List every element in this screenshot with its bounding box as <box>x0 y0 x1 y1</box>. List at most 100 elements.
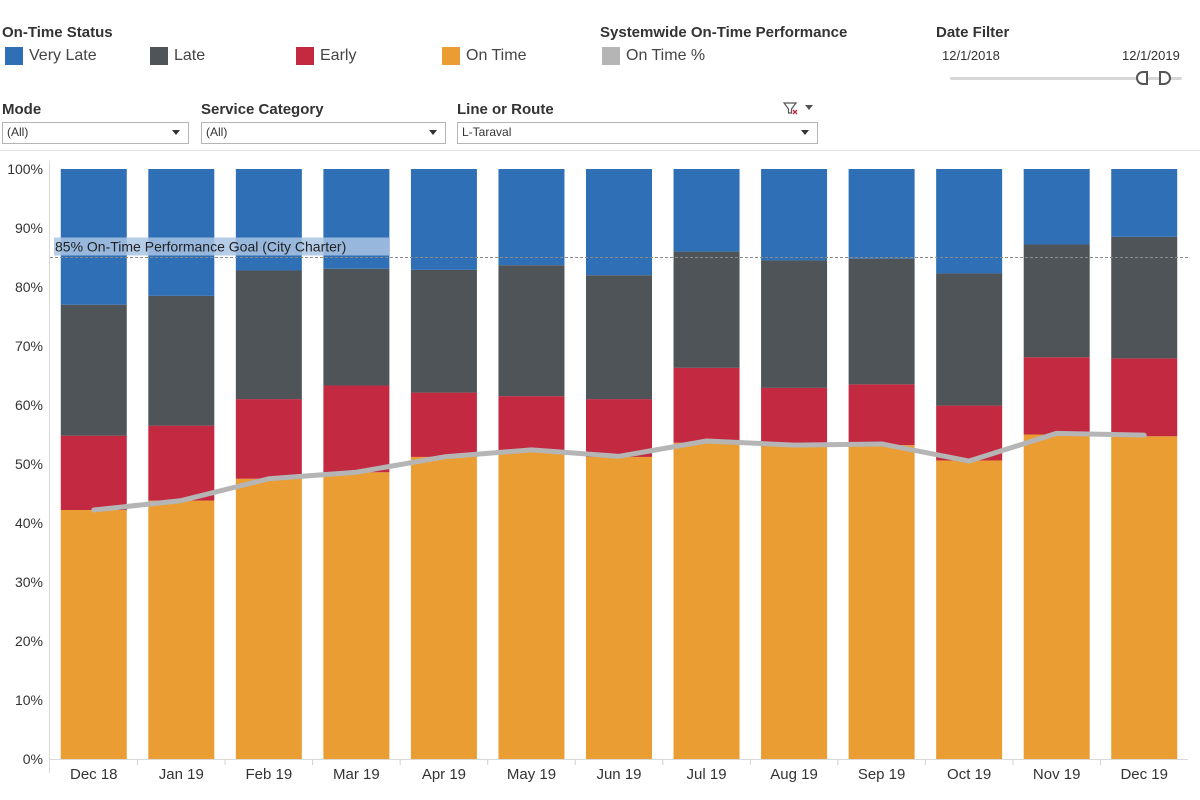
y-tick-label: 50% <box>15 456 43 472</box>
service-category-filter-label: Service Category <box>201 101 324 118</box>
bar-early <box>761 387 828 447</box>
mode-select[interactable]: (All) <box>2 122 189 144</box>
bar-very-late <box>936 169 1003 274</box>
bar-early <box>323 385 390 473</box>
goal-label: 85% On-Time Performance Goal (City Chart… <box>55 239 346 255</box>
legend-item-on-time-pct[interactable]: On Time % <box>602 47 705 65</box>
x-tick-label: Apr 19 <box>422 766 466 783</box>
y-tick-label: 100% <box>7 161 43 177</box>
chevron-down-icon <box>429 130 437 135</box>
x-tick-label: Sep 19 <box>858 766 906 783</box>
chevron-down-icon <box>801 130 809 135</box>
goal-label-highlight <box>54 237 390 256</box>
line-route-filter-label: Line or Route <box>457 101 554 118</box>
bar-early <box>673 367 740 443</box>
bar-on-time <box>498 451 565 759</box>
on-time-pct-line <box>91 430 1147 513</box>
bar-late <box>60 304 127 436</box>
clear-filter-icon[interactable] <box>782 101 815 115</box>
line-route-select[interactable]: L-Taraval <box>457 122 818 144</box>
legend-label: On Time % <box>626 47 706 64</box>
bar-on-time <box>323 472 390 759</box>
bar-very-late <box>148 169 215 296</box>
mode-select-value: (All) <box>7 125 29 139</box>
x-tick-label: Oct 19 <box>947 766 991 783</box>
bar-early <box>848 384 915 446</box>
legend-item-early[interactable]: Early <box>296 47 356 65</box>
mode-filter-label: Mode <box>2 101 42 118</box>
swatch-early <box>296 47 314 65</box>
bar-late <box>1111 236 1178 359</box>
y-tick-label: 40% <box>15 515 43 531</box>
legend-label: On Time <box>466 47 527 64</box>
stacked-bar-chart: 0% 10% 20% 30% 40% 50% 60% 70% 80% 90% 100% 85% On… <box>0 150 1200 783</box>
bar-late <box>1023 244 1090 358</box>
legend-label: Early <box>320 47 357 64</box>
legend-item-on-time[interactable]: On Time <box>442 47 526 65</box>
bar-early <box>60 435 127 511</box>
bar-very-late <box>586 169 652 276</box>
bar-early <box>1023 357 1090 435</box>
bar-late <box>848 258 915 385</box>
bar-late <box>410 269 477 393</box>
bar-early <box>148 425 215 501</box>
legend-label: Very Late <box>29 47 97 64</box>
y-tick-label: 30% <box>15 574 43 590</box>
bar-late <box>498 265 565 397</box>
filter-tools[interactable] <box>782 101 815 118</box>
y-tick-label: 10% <box>15 692 43 708</box>
x-tick-label: Jul 19 <box>687 766 727 783</box>
bar-on-time <box>848 445 915 759</box>
bar-late <box>323 268 390 386</box>
date-slider-end-handle[interactable] <box>1159 71 1171 85</box>
x-tick-label: Dec 19 <box>1120 766 1168 783</box>
y-tick-label: 80% <box>15 279 43 295</box>
x-axis: Dec 18 Jan 19 Feb 19 Mar 19 Apr 19 May 19 Jun … <box>50 759 1188 783</box>
bar-early <box>498 396 565 452</box>
bar-late <box>148 295 215 426</box>
y-tick-label: 0% <box>23 751 43 767</box>
bar-late <box>586 275 652 400</box>
bar-very-late <box>1023 169 1090 245</box>
service-category-select-value: (All) <box>206 125 228 139</box>
bar-on-time <box>1111 436 1178 759</box>
bar-late <box>936 273 1003 406</box>
x-tick-label: Jun 19 <box>596 766 641 783</box>
bar-late <box>235 270 302 400</box>
x-tick-label: Nov 19 <box>1033 766 1081 783</box>
x-tick-label: Aug 19 <box>770 766 818 783</box>
bar-very-late <box>673 169 740 252</box>
legend-item-very-late[interactable]: Very Late <box>5 47 97 65</box>
bar-early <box>586 399 652 457</box>
date-filter-end: 12/1/2019 <box>1122 48 1180 63</box>
swatch-late <box>150 47 168 65</box>
bar-on-time <box>586 456 652 759</box>
swatch-on-time-pct <box>602 47 620 65</box>
y-tick-label: 60% <box>15 397 43 413</box>
bar-early <box>410 392 477 457</box>
y-tick-label: 70% <box>15 338 43 354</box>
date-filter-title: Date Filter <box>936 24 1010 41</box>
x-tick-label: Jan 19 <box>159 766 204 783</box>
line-route-select-value: L-Taraval <box>462 125 512 139</box>
service-category-select[interactable]: (All) <box>201 122 446 144</box>
bar-early <box>235 399 302 479</box>
bar-very-late <box>1111 169 1178 237</box>
bar-very-late <box>60 169 127 305</box>
bar-early <box>936 405 1003 461</box>
y-axis: 0% 10% 20% 30% 40% 50% 60% 70% 80% 90% 100% <box>7 161 50 773</box>
x-tick-label: Feb 19 <box>245 766 292 783</box>
swatch-very-late <box>5 47 23 65</box>
bar-on-time <box>60 510 127 759</box>
bar-very-late <box>761 169 828 261</box>
date-slider-start-handle[interactable] <box>1136 71 1148 85</box>
x-tick-label: May 19 <box>507 766 556 783</box>
x-tick-label: Mar 19 <box>333 766 380 783</box>
chevron-down-icon <box>172 130 180 135</box>
date-slider-track[interactable] <box>950 77 1182 80</box>
bars <box>60 169 1178 759</box>
bar-very-late <box>410 169 477 270</box>
bar-on-time <box>761 446 828 759</box>
swatch-on-time <box>442 47 460 65</box>
legend-item-late[interactable]: Late <box>150 47 205 65</box>
